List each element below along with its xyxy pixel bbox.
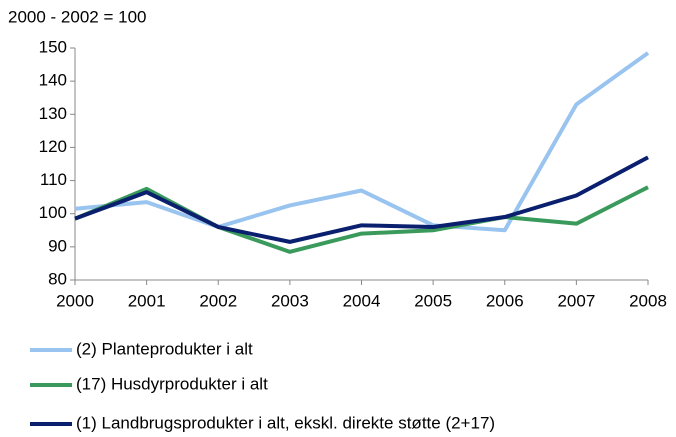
x-tick-label: 2005 xyxy=(414,291,452,310)
x-tick-label: 2004 xyxy=(343,291,381,310)
x-tick-label: 2003 xyxy=(271,291,309,310)
y-axis-label: 2000 - 2002 = 100 xyxy=(8,7,146,26)
legend-label: (1) Landbrugsprodukter i alt, ekskl. dir… xyxy=(76,413,495,432)
line-series xyxy=(74,185,649,254)
x-tick-label: 2001 xyxy=(128,291,166,310)
x-tick-label: 2002 xyxy=(199,291,237,310)
legend-label: (17) Husdyrprodukter i alt xyxy=(76,374,268,393)
y-tick-label: 120 xyxy=(39,137,67,156)
legend-label: (2) Planteprodukter i alt xyxy=(76,339,253,358)
y-tick-label: 100 xyxy=(39,203,67,222)
y-tick-label: 130 xyxy=(39,104,67,123)
y-tick-label: 150 xyxy=(39,37,67,56)
line-series xyxy=(74,155,649,244)
x-tick-label: 2000 xyxy=(56,291,94,310)
line-series xyxy=(74,51,650,233)
x-tick-label: 2008 xyxy=(629,291,667,310)
x-tick-label: 2007 xyxy=(557,291,595,310)
y-tick-label: 140 xyxy=(39,71,67,90)
x-tick-label: 2006 xyxy=(486,291,524,310)
y-tick-label: 110 xyxy=(40,170,67,189)
y-tick-label: 80 xyxy=(48,269,67,288)
y-tick-label: 90 xyxy=(48,236,67,255)
